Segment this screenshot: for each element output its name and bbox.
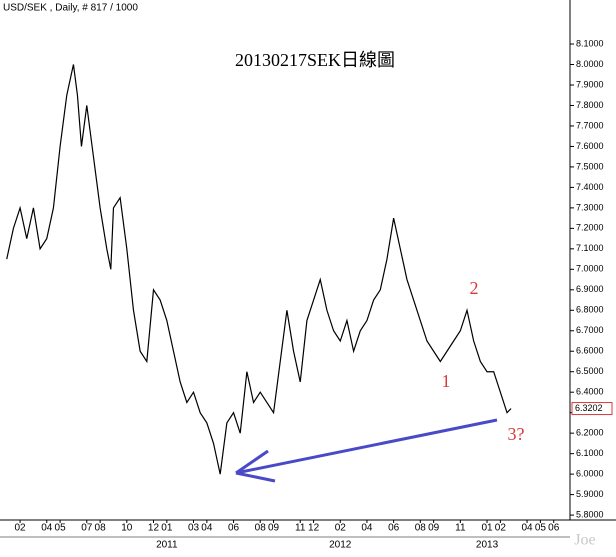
x-tick-label: 02 [495,523,507,534]
y-tick-label: 7.7000 [576,120,604,130]
y-tick-label: 6.6000 [576,346,604,356]
x-tick-label: 04 [361,523,373,534]
x-tick-label: 02 [335,523,347,534]
x-tick-label: 08 [255,523,267,534]
x-tick-label: 04 [201,523,213,534]
x-tick-label: 05 [55,523,67,534]
y-tick-label: 7.0000 [576,264,604,274]
x-tick-label: 02 [15,523,27,534]
y-tick-label: 7.1000 [576,243,604,253]
y-tick-label: 6.8000 [576,305,604,315]
year-label: 2012 [329,540,352,551]
y-tick-label: 6.7000 [576,325,604,335]
y-tick-label: 7.2000 [576,223,604,233]
y-tick-label: 5.9000 [576,489,604,499]
x-tick-label: 04 [41,523,53,534]
y-tick-label: 6.2000 [576,428,604,438]
y-tick-label: 7.8000 [576,100,604,110]
x-tick-label: 06 [228,523,240,534]
y-tick-label: 6.5000 [576,366,604,376]
last-price-box [571,402,613,416]
y-tick-label: 6.9000 [576,284,604,294]
x-tick-label: 10 [121,523,133,534]
y-tick-label: 6.1000 [576,448,604,458]
y-tick-label: 5.8000 [576,509,604,519]
x-tick-label: 01 [161,523,173,534]
x-tick-label: 09 [268,523,280,534]
x-tick-label: 05 [535,523,547,534]
wave-label: 2 [470,278,479,298]
arrow-head [235,471,276,483]
y-tick-label: 7.4000 [576,182,604,192]
x-tick-label: 08 [95,523,107,534]
y-tick-label: 6.4000 [576,387,604,397]
arrow-head [235,449,269,475]
x-tick-label: 08 [415,523,427,534]
y-tick-label: 7.9000 [576,79,604,89]
price-line [6,64,512,475]
y-tick-label: 8.0000 [576,59,604,69]
wave-label: 1 [442,371,451,391]
x-tick-label: 01 [481,523,493,534]
arrow [235,418,498,483]
y-tick-label: 7.5000 [576,161,604,171]
x-tick-label: 12 [148,523,160,534]
x-tick-label: 06 [548,523,560,534]
x-tick-label: 06 [388,523,400,534]
x-tick-label: 04 [521,523,533,534]
watermark: Joe [574,532,595,549]
last-price-label: 6.3202 [575,403,603,413]
y-tick-label: 6.0000 [576,468,604,478]
chart-title: 20130217SEK日線圖 [235,50,395,70]
wave-label: 3? [508,424,525,444]
header: USD/SEK , Daily, # 817 / 1000 [3,3,138,14]
y-tick-label: 7.3000 [576,202,604,212]
y-tick-label: 8.1000 [576,38,604,48]
x-tick-label: 11 [455,523,466,534]
x-tick-label: 09 [428,523,440,534]
year-label: 2013 [476,540,499,551]
x-tick-label: 03 [188,523,200,534]
y-tick-label: 7.6000 [576,141,604,151]
x-tick-label: 12 [308,523,320,534]
arrow-shaft [235,418,498,475]
x-tick-label: 11 [295,523,306,534]
year-label: 2011 [156,540,178,551]
x-tick-label: 07 [81,523,93,534]
